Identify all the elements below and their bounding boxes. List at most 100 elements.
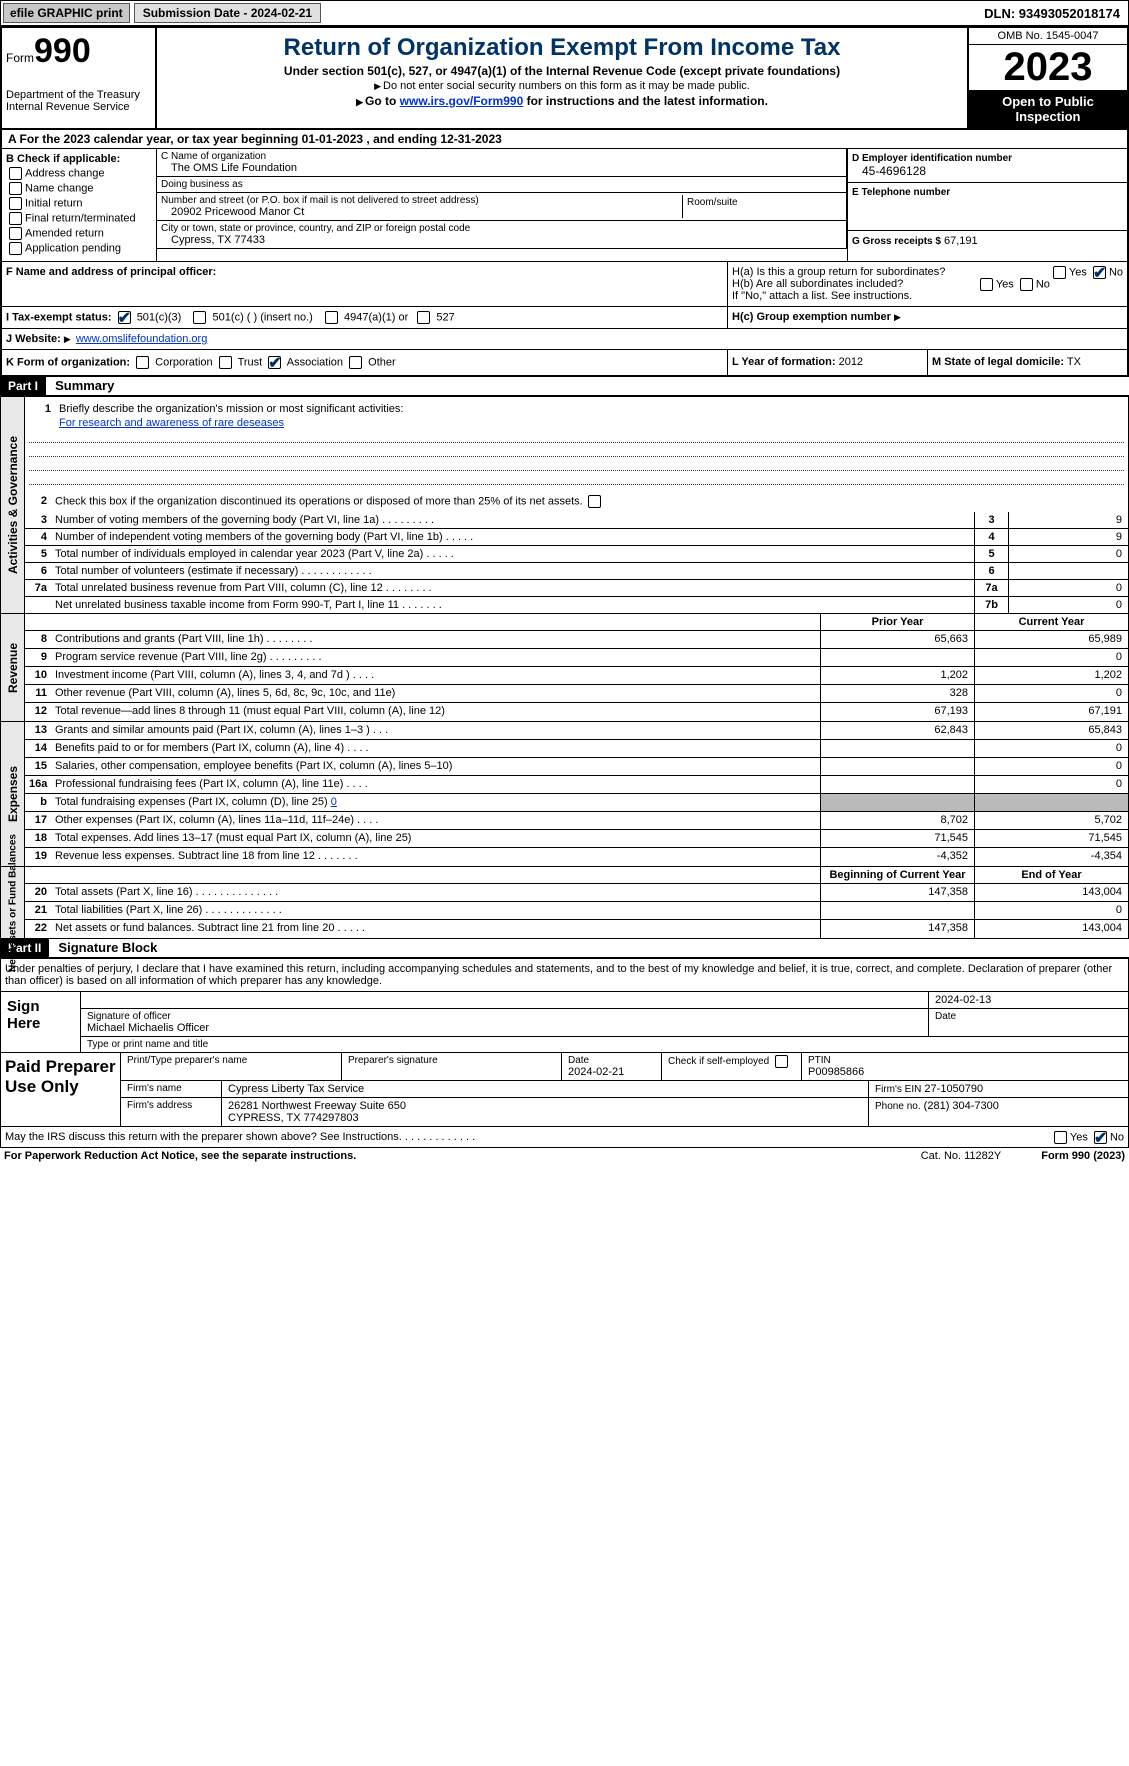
part1-title: Summary (49, 378, 114, 393)
current-year-hdr: Current Year (974, 614, 1128, 630)
s5-val: 0 (1008, 546, 1128, 562)
may-discuss: May the IRS discuss this return with the… (1, 1126, 1128, 1147)
s3-text: Number of voting members of the governin… (51, 512, 974, 528)
i-label: I Tax-exempt status: (6, 311, 112, 323)
f-officer: F Name and address of principal officer: (2, 262, 727, 306)
c-name-label: C Name of organization (161, 151, 842, 162)
ck-hb-no[interactable] (1020, 278, 1033, 291)
ck-self-employed[interactable] (775, 1055, 788, 1068)
k-label: K Form of organization: (6, 356, 130, 368)
form-footer: Form 990 (2023) (1041, 1150, 1125, 1162)
row-fgh: F Name and address of principal officer:… (0, 261, 1129, 306)
prep-date: 2024-02-21 (568, 1066, 655, 1078)
ck-name-change[interactable] (9, 182, 22, 195)
col-b: B Check if applicable: Address change Na… (2, 149, 157, 261)
pra-notice: For Paperwork Reduction Act Notice, see … (4, 1150, 356, 1162)
row-a: A For the 2023 calendar year, or tax yea… (0, 130, 1129, 149)
g-gross: 67,191 (944, 235, 978, 247)
form-subtitle-3: Go to www.irs.gov/Form990 for instructio… (163, 94, 961, 108)
vtab-gov: Activities & Governance (6, 436, 20, 574)
form-title: Return of Organization Exempt From Incom… (163, 34, 961, 62)
treasury-dept: Department of the Treasury Internal Reve… (6, 89, 151, 113)
ck-hb-yes[interactable] (980, 278, 993, 291)
ck-discontinued[interactable] (588, 495, 601, 508)
ptin: P00985866 (808, 1066, 1122, 1078)
ck-527[interactable] (417, 311, 430, 324)
h-note: If "No," attach a list. See instructions… (732, 290, 1123, 302)
vtab-exp: Expenses (6, 766, 20, 822)
h-b: H(b) Are all subordinates included? (732, 278, 903, 290)
vtab-rev: Revenue (6, 642, 20, 692)
efile-print-button[interactable]: efile GRAPHIC print (3, 3, 130, 23)
hc-label: H(c) Group exemption number (732, 311, 891, 323)
row-j: J Website: www.omslifefoundation.org (0, 329, 1129, 350)
page-footer: For Paperwork Reduction Act Notice, see … (0, 1148, 1129, 1164)
ck-may-no[interactable] (1094, 1131, 1107, 1144)
m-state: TX (1067, 356, 1081, 368)
omb-number: OMB No. 1545-0047 (969, 28, 1127, 45)
r8-py: 65,663 (820, 631, 974, 648)
paid-preparer-label: Paid Preparer Use Only (1, 1053, 121, 1126)
vtab-na: Net Assets or Fund Balances (7, 833, 18, 971)
ck-amended-return[interactable] (9, 227, 22, 240)
ck-trust[interactable] (219, 356, 232, 369)
j-website[interactable]: www.omslifefoundation.org (76, 333, 207, 345)
s1-label: Briefly describe the organization's miss… (59, 403, 403, 415)
ck-initial-return[interactable] (9, 197, 22, 210)
open-public: Open to Public Inspection (969, 90, 1127, 128)
officer-name: Michael Michaelis Officer (87, 1022, 922, 1034)
s7b-val: 0 (1008, 597, 1128, 613)
top-bar: efile GRAPHIC print Submission Date - 20… (0, 0, 1129, 26)
sign-here-label: Sign Here (1, 992, 81, 1052)
h-a: H(a) Is this a group return for subordin… (732, 266, 945, 278)
ck-may-yes[interactable] (1054, 1131, 1067, 1144)
d-label: D Employer identification number (852, 153, 1123, 164)
activities-governance: Activities & Governance 1Briefly describ… (0, 396, 1129, 614)
r16b-val[interactable]: 0 (331, 796, 337, 808)
na-end-hdr: End of Year (974, 867, 1128, 883)
sign-date: 2024-02-13 (928, 992, 1128, 1008)
c-dba-label: Doing business as (161, 179, 842, 190)
firm-ein: 27-1050790 (924, 1083, 983, 1095)
s7a-val: 0 (1008, 580, 1128, 596)
j-label: J Website: (6, 333, 61, 345)
ck-assoc[interactable] (268, 356, 281, 369)
part2-header: Part II Signature Block (0, 939, 1129, 958)
ck-ha-no[interactable] (1093, 266, 1106, 279)
s6-val (1008, 563, 1128, 579)
expenses-block: Expenses 13Grants and similar amounts pa… (0, 722, 1129, 867)
col-c: C Name of organization The OMS Life Foun… (157, 149, 847, 261)
part2-title: Signature Block (52, 940, 157, 955)
ck-501c[interactable] (193, 311, 206, 324)
c-street-label: Number and street (or P.O. box if mail i… (161, 195, 682, 206)
form-header: Form990 Department of the Treasury Inter… (0, 26, 1129, 130)
form-number: 990 (34, 32, 91, 70)
ck-application-pending[interactable] (9, 242, 22, 255)
firm-phone: (281) 304-7300 (924, 1100, 999, 1112)
na-beg-hdr: Beginning of Current Year (820, 867, 974, 883)
row-i: I Tax-exempt status: 501(c)(3) 501(c) ( … (0, 306, 1129, 329)
net-assets-block: Net Assets or Fund Balances Beginning of… (0, 867, 1129, 939)
part1-label: Part I (0, 377, 46, 395)
declaration: Under penalties of perjury, I declare th… (1, 959, 1128, 992)
form-label: Form (6, 51, 34, 65)
header-right: OMB No. 1545-0047 2023 Open to Public In… (967, 28, 1127, 128)
submission-date: Submission Date - 2024-02-21 (134, 3, 321, 23)
irs-link[interactable]: www.irs.gov/Form990 (400, 94, 524, 108)
e-label: E Telephone number (852, 187, 1123, 198)
ck-corp[interactable] (136, 356, 149, 369)
form-subtitle-2: Do not enter social security numbers on … (163, 80, 961, 92)
ck-final-return[interactable] (9, 212, 22, 225)
s1-mission[interactable]: For research and awareness of rare desea… (59, 417, 284, 429)
ck-501c3[interactable] (118, 311, 131, 324)
ck-4947[interactable] (325, 311, 338, 324)
prior-year-hdr: Prior Year (820, 614, 974, 630)
ck-ha-yes[interactable] (1053, 266, 1066, 279)
header-left: Form990 Department of the Treasury Inter… (2, 28, 157, 128)
col-d: D Employer identification number 45-4696… (847, 149, 1127, 261)
d-ein: 45-4696128 (852, 164, 1123, 178)
entity-block: B Check if applicable: Address change Na… (0, 149, 1129, 261)
ck-other[interactable] (349, 356, 362, 369)
ck-address-change[interactable] (9, 167, 22, 180)
c-city: Cypress, TX 77433 (161, 234, 842, 246)
